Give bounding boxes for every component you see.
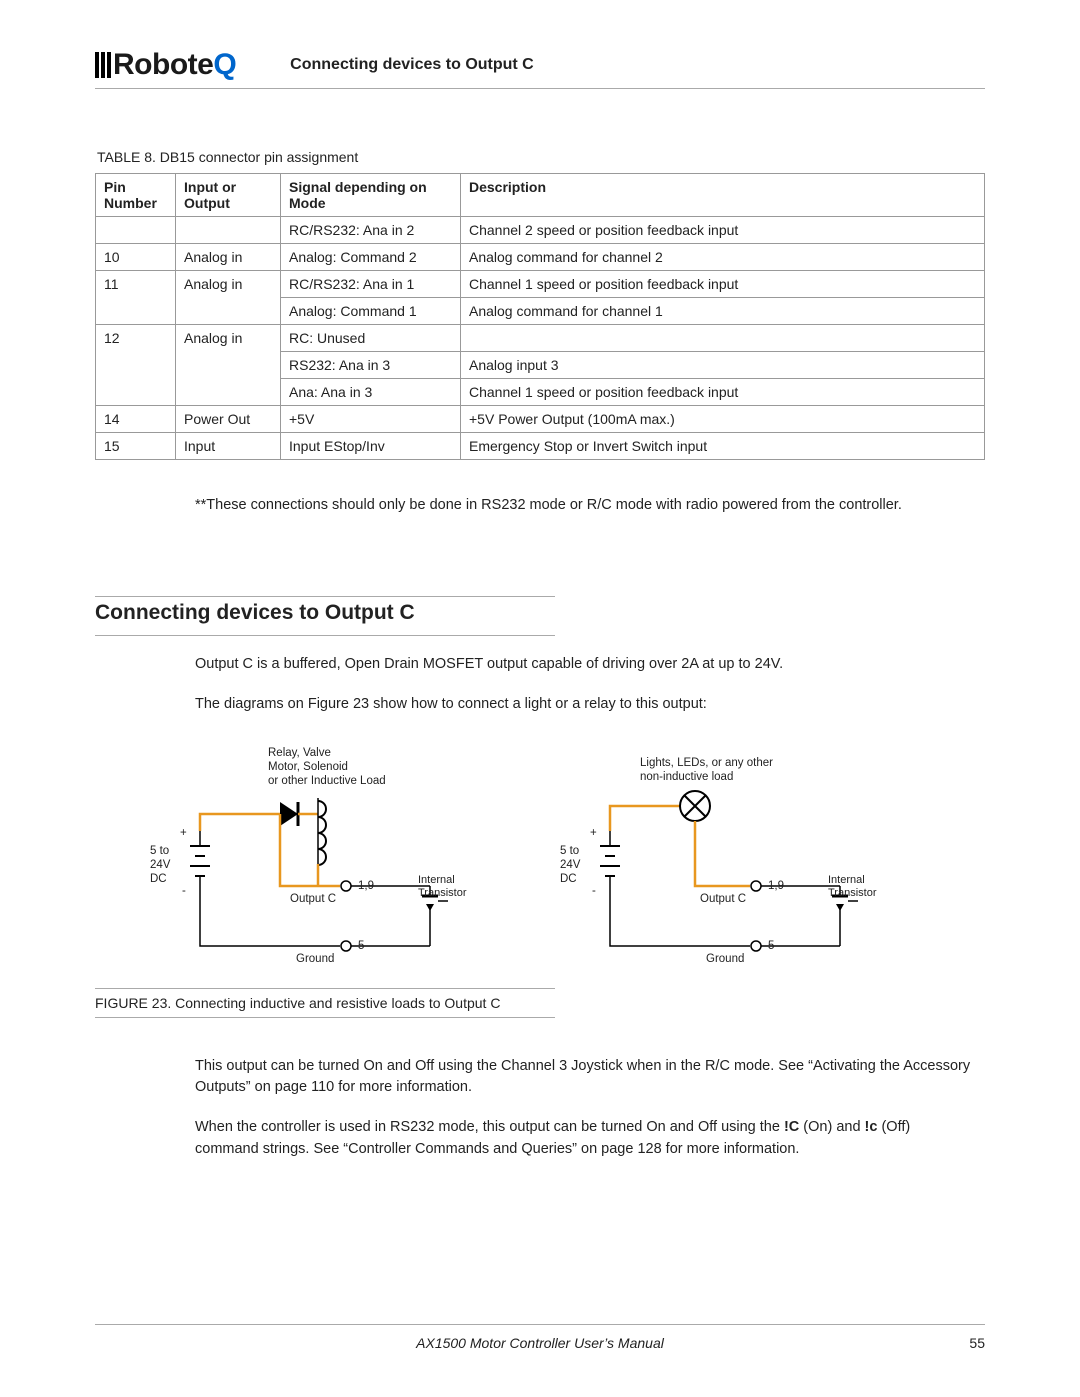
table-caption-text: DB15 connector pin assignment [160, 149, 358, 165]
table-caption-prefix: TABLE 8. [97, 149, 160, 165]
table-row: RC/RS232: Ana in 2Channel 2 speed or pos… [96, 217, 985, 244]
table-row: 14Power Out+5V+5V Power Output (100mA ma… [96, 406, 985, 433]
table-cell: Power Out [176, 406, 281, 433]
label-output-right: Output C [700, 892, 746, 906]
col-header-desc: Description [461, 174, 985, 217]
label-ground-left: Ground [296, 952, 334, 966]
table-cell: Channel 1 speed or position feedback inp… [461, 379, 985, 406]
label-voltage-right: 5 to 24V DC [560, 844, 580, 887]
table-cell [96, 217, 176, 244]
table-cell [461, 325, 985, 352]
table-cell: 14 [96, 406, 176, 433]
table-cell: Analog in [176, 325, 281, 406]
table-cell: 15 [96, 433, 176, 460]
table-cell: RC/RS232: Ana in 2 [281, 217, 461, 244]
page-number: 55 [969, 1325, 985, 1351]
table-cell: RC/RS232: Ana in 1 [281, 271, 461, 298]
label-output-left: Output C [290, 892, 336, 906]
table-cell: +5V Power Output (100mA max.) [461, 406, 985, 433]
figure-rule-bottom [95, 1017, 555, 1018]
label-minus-left: - [182, 884, 186, 898]
label-pins-out-right: 1,9 [768, 879, 784, 893]
label-ground-right: Ground [706, 952, 744, 966]
p2d: !c [865, 1119, 878, 1135]
header-title: Connecting devices to Output C [290, 56, 534, 74]
page-header: RoboteQ Connecting devices to Output C [95, 48, 985, 82]
label-pins-gnd-left: 5 [358, 939, 364, 953]
label-voltage-left: 5 to 24V DC [150, 844, 170, 887]
section-rule-top [95, 596, 555, 597]
figure-rule-top [95, 988, 555, 989]
p2a: When the controller is used in RS232 mod… [195, 1119, 784, 1135]
table-cell: Analog: Command 2 [281, 244, 461, 271]
table-caption: TABLE 8. DB15 connector pin assignment [97, 149, 985, 165]
table-cell: Analog command for channel 1 [461, 298, 985, 325]
table-footnote: **These connections should only be done … [195, 495, 965, 516]
table-cell: 10 [96, 244, 176, 271]
table-cell: RS232: Ana in 3 [281, 352, 461, 379]
p2c: (On) and [799, 1119, 864, 1135]
label-pins-gnd-right: 5 [768, 939, 774, 953]
after-p1: This output can be turned On and Off usi… [195, 1056, 975, 1100]
section-heading: Connecting devices to Output C [95, 601, 985, 625]
after-p2: When the controller is used in RS232 mod… [195, 1117, 975, 1161]
table-cell: 12 [96, 325, 176, 406]
col-header-signal: Signal depending on Mode [281, 174, 461, 217]
pin-table: Pin Number Input or Output Signal depend… [95, 173, 985, 460]
section-rule-bottom [95, 635, 555, 636]
table-cell: Ana: Ana in 3 [281, 379, 461, 406]
figure-23: Relay, Valve Motor, Solenoid or other In… [95, 746, 985, 976]
table-cell: Analog input 3 [461, 352, 985, 379]
table-cell: Analog in [176, 271, 281, 325]
table-cell [176, 217, 281, 244]
p2b: !C [784, 1119, 799, 1135]
table-cell: 11 [96, 271, 176, 325]
section-p1: Output C is a buffered, Open Drain MOSFE… [195, 654, 975, 676]
circuit-resistive: Lights, LEDs, or any other non-inductive… [560, 746, 930, 976]
logo-bars-icon [95, 52, 111, 78]
col-header-io: Input or Output [176, 174, 281, 217]
col-header-pin: Pin Number [96, 174, 176, 217]
table-cell: Emergency Stop or Invert Switch input [461, 433, 985, 460]
label-load-left: Relay, Valve Motor, Solenoid or other In… [268, 746, 386, 789]
table-cell: RC: Unused [281, 325, 461, 352]
table-cell: Analog: Command 1 [281, 298, 461, 325]
brand-logo: RoboteQ [95, 48, 236, 82]
footer: AX1500 Motor Controller User’s Manual [95, 1324, 985, 1351]
table-row: 15InputInput EStop/InvEmergency Stop or … [96, 433, 985, 460]
table-cell: Channel 2 speed or position feedback inp… [461, 217, 985, 244]
table-cell: Input [176, 433, 281, 460]
table-cell: Input EStop/Inv [281, 433, 461, 460]
label-plus-right: + [590, 826, 597, 840]
table-row: 11Analog inRC/RS232: Ana in 1Channel 1 s… [96, 271, 985, 298]
circuit-inductive: Relay, Valve Motor, Solenoid or other In… [150, 746, 520, 976]
header-rule [95, 88, 985, 89]
brand-suffix: Q [213, 48, 236, 82]
table-row: 12Analog inRC: Unused [96, 325, 985, 352]
table-cell: Analog command for channel 2 [461, 244, 985, 271]
label-trans-left: Internal Transistor [418, 874, 467, 902]
table-cell: Analog in [176, 244, 281, 271]
label-pins-out-left: 1,9 [358, 879, 374, 893]
label-plus-left: + [180, 826, 187, 840]
table-row: 10Analog inAnalog: Command 2Analog comma… [96, 244, 985, 271]
table-cell: +5V [281, 406, 461, 433]
label-trans-right: Internal Transistor [828, 874, 877, 902]
figure-caption: FIGURE 23. Connecting inductive and resi… [95, 995, 985, 1011]
label-load-right: Lights, LEDs, or any other non-inductive… [640, 756, 773, 785]
label-minus-right: - [592, 884, 596, 898]
table-cell: Channel 1 speed or position feedback inp… [461, 271, 985, 298]
section-p2: The diagrams on Figure 23 show how to co… [195, 694, 975, 716]
footer-text: AX1500 Motor Controller User’s Manual [416, 1335, 664, 1351]
brand-prefix: Robote [113, 48, 213, 82]
